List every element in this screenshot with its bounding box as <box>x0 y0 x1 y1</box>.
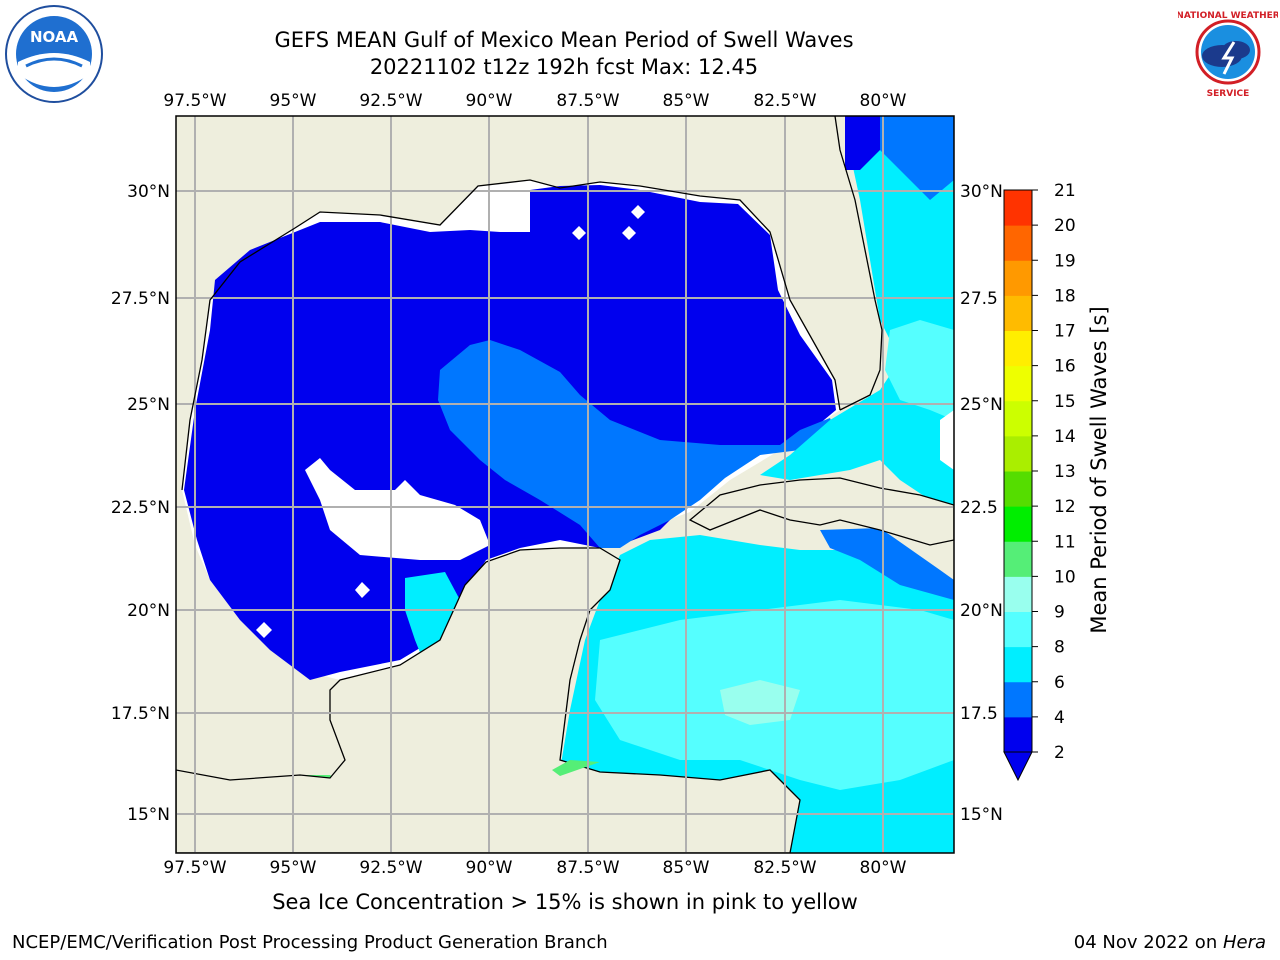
lon-label-bottom: 80°W <box>860 858 907 878</box>
caribbean-period-9-10 <box>720 680 800 725</box>
lat-label-right: 25°N <box>960 395 1003 415</box>
colorbar-extend-arrow <box>1003 751 1033 782</box>
colorbar-segment <box>1004 435 1032 472</box>
lon-label-bottom: 90°W <box>466 858 513 878</box>
gulf-period-2-4 <box>184 185 836 680</box>
colorbar-segment <box>1004 541 1032 577</box>
colorbar-tick-label: 4 <box>1054 708 1065 728</box>
cuba-landmass <box>688 477 954 546</box>
colorbar-tick-label: 12 <box>1054 497 1076 517</box>
pacific-period-11-12 <box>240 778 410 853</box>
colorbar-segment <box>1004 716 1032 753</box>
lat-label-left: 30°N <box>127 182 170 202</box>
lat-label-left: 17.5°N <box>111 704 170 724</box>
gulf-water-base <box>182 180 840 680</box>
colorbar-segment <box>1004 225 1032 261</box>
lat-label-right: 27.5 <box>960 289 998 309</box>
colorbar-segment <box>1004 681 1032 718</box>
lat-label-left: 20°N <box>127 601 170 621</box>
map-frame <box>175 115 955 854</box>
atlantic-period-6-8 <box>760 116 954 505</box>
atlantic-period-8-9 <box>885 320 954 420</box>
lon-label-bottom: 87.5°W <box>556 858 619 878</box>
svg-text:SERVICE: SERVICE <box>1207 89 1250 99</box>
svg-text:NATIONAL WEATHER: NATIONAL WEATHER <box>1178 11 1278 21</box>
lat-label-left: 27.5°N <box>111 289 170 309</box>
noaa-logo-icon: NOAA <box>5 5 103 103</box>
colorbar-segment <box>1004 646 1032 683</box>
colorbar-tick-label: 21 <box>1054 181 1076 201</box>
atlantic-period-2-4-edge <box>845 116 880 170</box>
colorbar-tick-label: 14 <box>1054 427 1076 447</box>
lon-label-bottom: 97.5°W <box>163 858 226 878</box>
atlantic-period-4-6 <box>880 116 954 200</box>
lon-label-top: 92.5°W <box>359 91 422 111</box>
lat-label-left: 25°N <box>127 395 170 415</box>
colorbar-tick-label: 15 <box>1054 392 1076 412</box>
lon-label-top: 95°W <box>270 91 317 111</box>
colorbar-tick-label: 11 <box>1054 532 1076 552</box>
colorbar-segment <box>1004 576 1032 612</box>
caribbean-period-8-9 <box>595 600 954 790</box>
colorbar-tick-label: 19 <box>1054 251 1076 271</box>
sea-ice-caption: Sea Ice Concentration > 15% is shown in … <box>272 890 858 914</box>
colorbar-tick-label: 9 <box>1054 603 1065 623</box>
map-title: GEFS MEAN Gulf of Mexico Mean Period of … <box>274 28 854 52</box>
colorbar-label: Mean Period of Swell Waves [s] <box>1087 306 1111 633</box>
noaa-label: NOAA <box>30 28 79 46</box>
lon-label-top: 85°W <box>663 91 710 111</box>
lon-label-bottom: 92.5°W <box>359 858 422 878</box>
lat-label-left: 22.5°N <box>111 498 170 518</box>
footer-date: 04 Nov 2022 on Hera <box>1074 932 1266 953</box>
colorbar: 2 4 6 8 9 10 11 12 13 14 15 16 17 18 19 20 21 <box>1003 181 1076 782</box>
map-subtitle: 20221102 t12z 192h fcst Max: 12.45 <box>369 55 759 79</box>
caribbean-period-6-8 <box>560 535 954 853</box>
map-gridlines <box>176 116 954 853</box>
colorbar-segment <box>1004 295 1032 331</box>
colorbar-segment <box>1004 506 1032 542</box>
lon-label-bottom: 82.5°W <box>753 858 816 878</box>
lat-label-right: 30°N <box>960 182 1003 202</box>
gulf-period-4-6 <box>438 340 835 548</box>
lat-label-right: 22.5 <box>960 498 998 518</box>
colorbar-tick-label: 16 <box>1054 357 1076 377</box>
colorbar-tick-label: 18 <box>1054 286 1076 306</box>
bay-campeche-period-6-8 <box>405 572 460 665</box>
nws-logo-icon: NATIONAL WEATHER SERVICE <box>1178 5 1278 99</box>
colorbar-segment <box>1004 400 1032 437</box>
lon-label-top: 80°W <box>860 91 907 111</box>
lat-label-right: 15°N <box>960 805 1003 825</box>
lon-label-top: 82.5°W <box>753 91 816 111</box>
lon-label-top: 87.5°W <box>556 91 619 111</box>
footer-credit: NCEP/EMC/Verification Post Processing Pr… <box>12 932 608 953</box>
colorbar-tick-label: 17 <box>1054 322 1076 342</box>
colorbar-tick-label: 10 <box>1054 567 1076 587</box>
footer-host: Hera <box>1222 932 1266 953</box>
lon-label-bottom: 85°W <box>663 858 710 878</box>
lat-label-left: 15°N <box>127 805 170 825</box>
colorbar-segment <box>1004 330 1032 367</box>
pacific-period-10-11 <box>176 775 420 853</box>
lon-label-bottom: 95°W <box>270 858 317 878</box>
caribbean-period-4-6-edge <box>820 528 954 600</box>
colorbar-segment <box>1004 365 1032 402</box>
lat-label-right: 17.5 <box>960 704 998 724</box>
lon-label-top: 97.5°W <box>163 91 226 111</box>
land-background <box>176 116 954 853</box>
footer-date-text: 04 Nov 2022 on <box>1073 932 1223 953</box>
colorbar-segment <box>1004 471 1032 507</box>
colorbar-tick-label: 6 <box>1054 673 1065 693</box>
colorbar-segment <box>1004 260 1032 296</box>
colorbar-tick-label: 13 <box>1054 462 1076 482</box>
colorbar-segment <box>1004 190 1032 226</box>
colorbar-tick-label: 2 <box>1054 743 1065 763</box>
lat-label-right: 20°N <box>960 601 1003 621</box>
colorbar-tick-label: 8 <box>1054 638 1065 658</box>
colorbar-segment <box>1004 611 1032 648</box>
lon-label-top: 90°W <box>466 91 513 111</box>
colorbar-tick-label: 20 <box>1054 216 1076 236</box>
